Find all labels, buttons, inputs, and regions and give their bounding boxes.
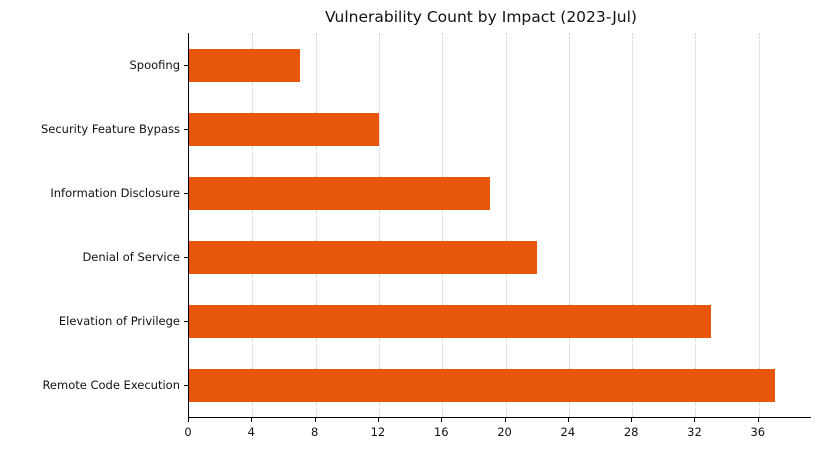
- x-tick-label: 4: [247, 425, 255, 439]
- gridline: [568, 33, 570, 417]
- y-tick-mark: [184, 257, 189, 258]
- y-tick-mark: [184, 129, 189, 130]
- x-tick-mark: [757, 418, 759, 422]
- category-label-security-feature-bypass: Security Feature Bypass: [40, 122, 180, 136]
- x-tick-label: 24: [560, 425, 576, 439]
- bar-elevation-of-privilege: [189, 304, 712, 338]
- x-tick-label: 8: [310, 425, 319, 439]
- x-tick-mark: [377, 418, 379, 422]
- gridline: [695, 33, 697, 417]
- x-tick-mark: [314, 418, 316, 422]
- category-label-elevation-of-privilege: Elevation of Privilege: [58, 314, 180, 328]
- x-tick-mark: [694, 418, 696, 422]
- x-tick-mark: [631, 418, 633, 422]
- x-tick-label: 0: [184, 425, 192, 439]
- bar-security-feature-bypass: [189, 112, 379, 146]
- bar-spoofing: [189, 48, 300, 82]
- bar-information-disclosure: [189, 176, 490, 210]
- gridline: [758, 33, 760, 417]
- x-tick-mark: [504, 418, 506, 422]
- gridline: [632, 33, 634, 417]
- y-axis-labels: Spoofing Security Feature Bypass Informati…: [0, 33, 180, 417]
- gridline: [442, 33, 444, 417]
- x-tick-label: 20: [497, 425, 512, 439]
- gridline: [505, 33, 507, 417]
- category-label-information-disclosure: Information Disclosure: [50, 186, 180, 200]
- chart-title: Vulnerability Count by Impact (2023-Jul): [325, 8, 637, 26]
- bar-remote-code-execution: [189, 368, 775, 402]
- x-tick-mark: [188, 418, 189, 422]
- category-label-remote-code-execution: Remote Code Execution: [42, 378, 180, 392]
- x-tick-mark: [441, 418, 443, 422]
- x-axis: 0 4 8 12 16 20 24 28 32 36: [184, 418, 813, 451]
- y-tick-mark: [184, 65, 189, 66]
- x-tick-label: 36: [750, 425, 766, 439]
- bar-denial-of-service: [189, 240, 538, 274]
- y-tick-mark: [184, 385, 189, 386]
- category-label-denial-of-service: Denial of Service: [82, 250, 180, 264]
- x-tick-label: 32: [687, 425, 702, 439]
- category-label-spoofing: Spoofing: [129, 58, 180, 72]
- plot-area: [184, 33, 811, 418]
- gridline: [378, 33, 380, 417]
- x-tick-label: 28: [623, 425, 639, 439]
- gridline: [315, 33, 317, 417]
- y-tick-mark: [184, 193, 189, 194]
- x-tick-label: 16: [433, 425, 449, 439]
- x-tick-mark: [251, 418, 253, 422]
- x-tick-mark: [567, 418, 569, 422]
- y-tick-mark: [184, 321, 189, 322]
- gridline: [252, 33, 254, 417]
- x-tick-label: 12: [370, 425, 386, 439]
